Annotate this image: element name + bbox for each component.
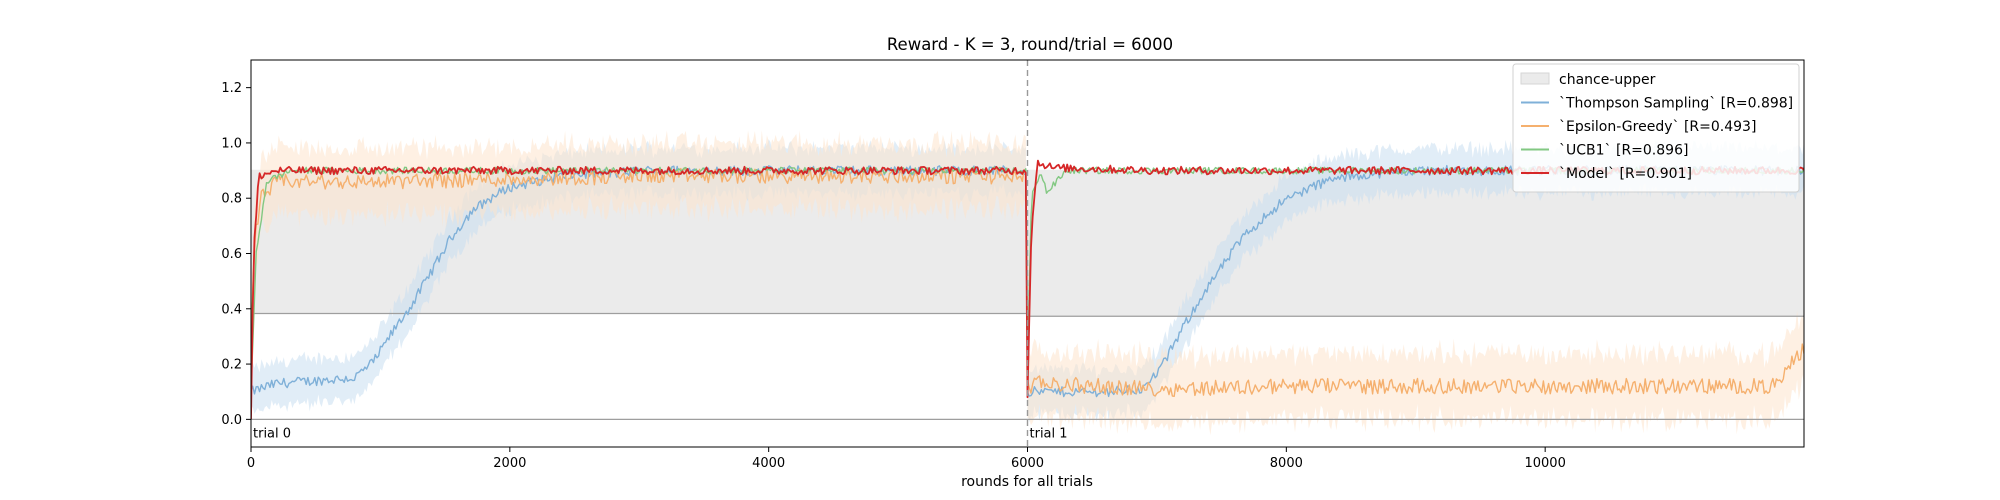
legend-entry-1[interactable]: `Thompson Sampling` [R=0.898]	[1521, 96, 1793, 112]
legend-entry-3[interactable]: `UCB1` [R=0.896]	[1521, 143, 1688, 159]
y-tick-label-1: 0.2	[221, 358, 242, 373]
x-tick-label-1: 2000	[493, 456, 526, 471]
legend-entry-2[interactable]: `Epsilon-Greedy` [R=0.493]	[1521, 119, 1756, 135]
legend-entry-0[interactable]: chance-upper	[1520, 72, 1656, 88]
x-tick-label-4: 8000	[1270, 456, 1303, 471]
legend-box	[1512, 63, 1800, 193]
trial-labels: trial 0 trial 1	[253, 426, 1068, 441]
legend-label-2: `Epsilon-Greedy` [R=0.493]	[1559, 119, 1756, 135]
legend-swatch-0	[1520, 72, 1550, 85]
series-band-1	[251, 130, 1804, 436]
legend-label-4: `Model` [R=0.901]	[1559, 166, 1692, 182]
legend-label-1: `Thompson Sampling` [R=0.898]	[1559, 96, 1793, 112]
y-tick-label-0: 0.0	[221, 413, 242, 428]
legend-label-3: `UCB1` [R=0.896]	[1559, 143, 1688, 159]
legend[interactable]: chance-upper `Thompson Sampling` [R=0.898…	[1512, 63, 1800, 193]
y-tick-label-2: 0.4	[221, 302, 242, 317]
y-axis: 0.0 0.2 0.4 0.6 0.8 1.0 1.2	[221, 81, 251, 428]
x-tick-label-2: 4000	[752, 456, 785, 471]
y-tick-label-5: 1.0	[221, 136, 242, 151]
legend-entry-4[interactable]: `Model` [R=0.901]	[1521, 166, 1692, 182]
x-axis-label: rounds for all trials	[961, 474, 1093, 490]
x-tick-label-5: 10000	[1524, 456, 1565, 471]
y-tick-label-6: 1.2	[221, 81, 242, 96]
y-tick-label-3: 0.6	[221, 247, 242, 262]
chart-title: Reward - K = 3, round/trial = 6000	[887, 35, 1173, 54]
reference-lines	[251, 312, 1804, 421]
trial-label-1: trial 1	[1030, 426, 1068, 441]
legend-label-0: chance-upper	[1559, 72, 1656, 88]
x-axis: 0 2000 4000 6000 8000 10000	[247, 447, 1566, 471]
x-tick-label-0: 0	[247, 456, 255, 471]
x-tick-label-3: 6000	[1011, 456, 1044, 471]
y-tick-label-4: 0.8	[221, 192, 242, 207]
trial-label-0: trial 0	[253, 426, 291, 441]
